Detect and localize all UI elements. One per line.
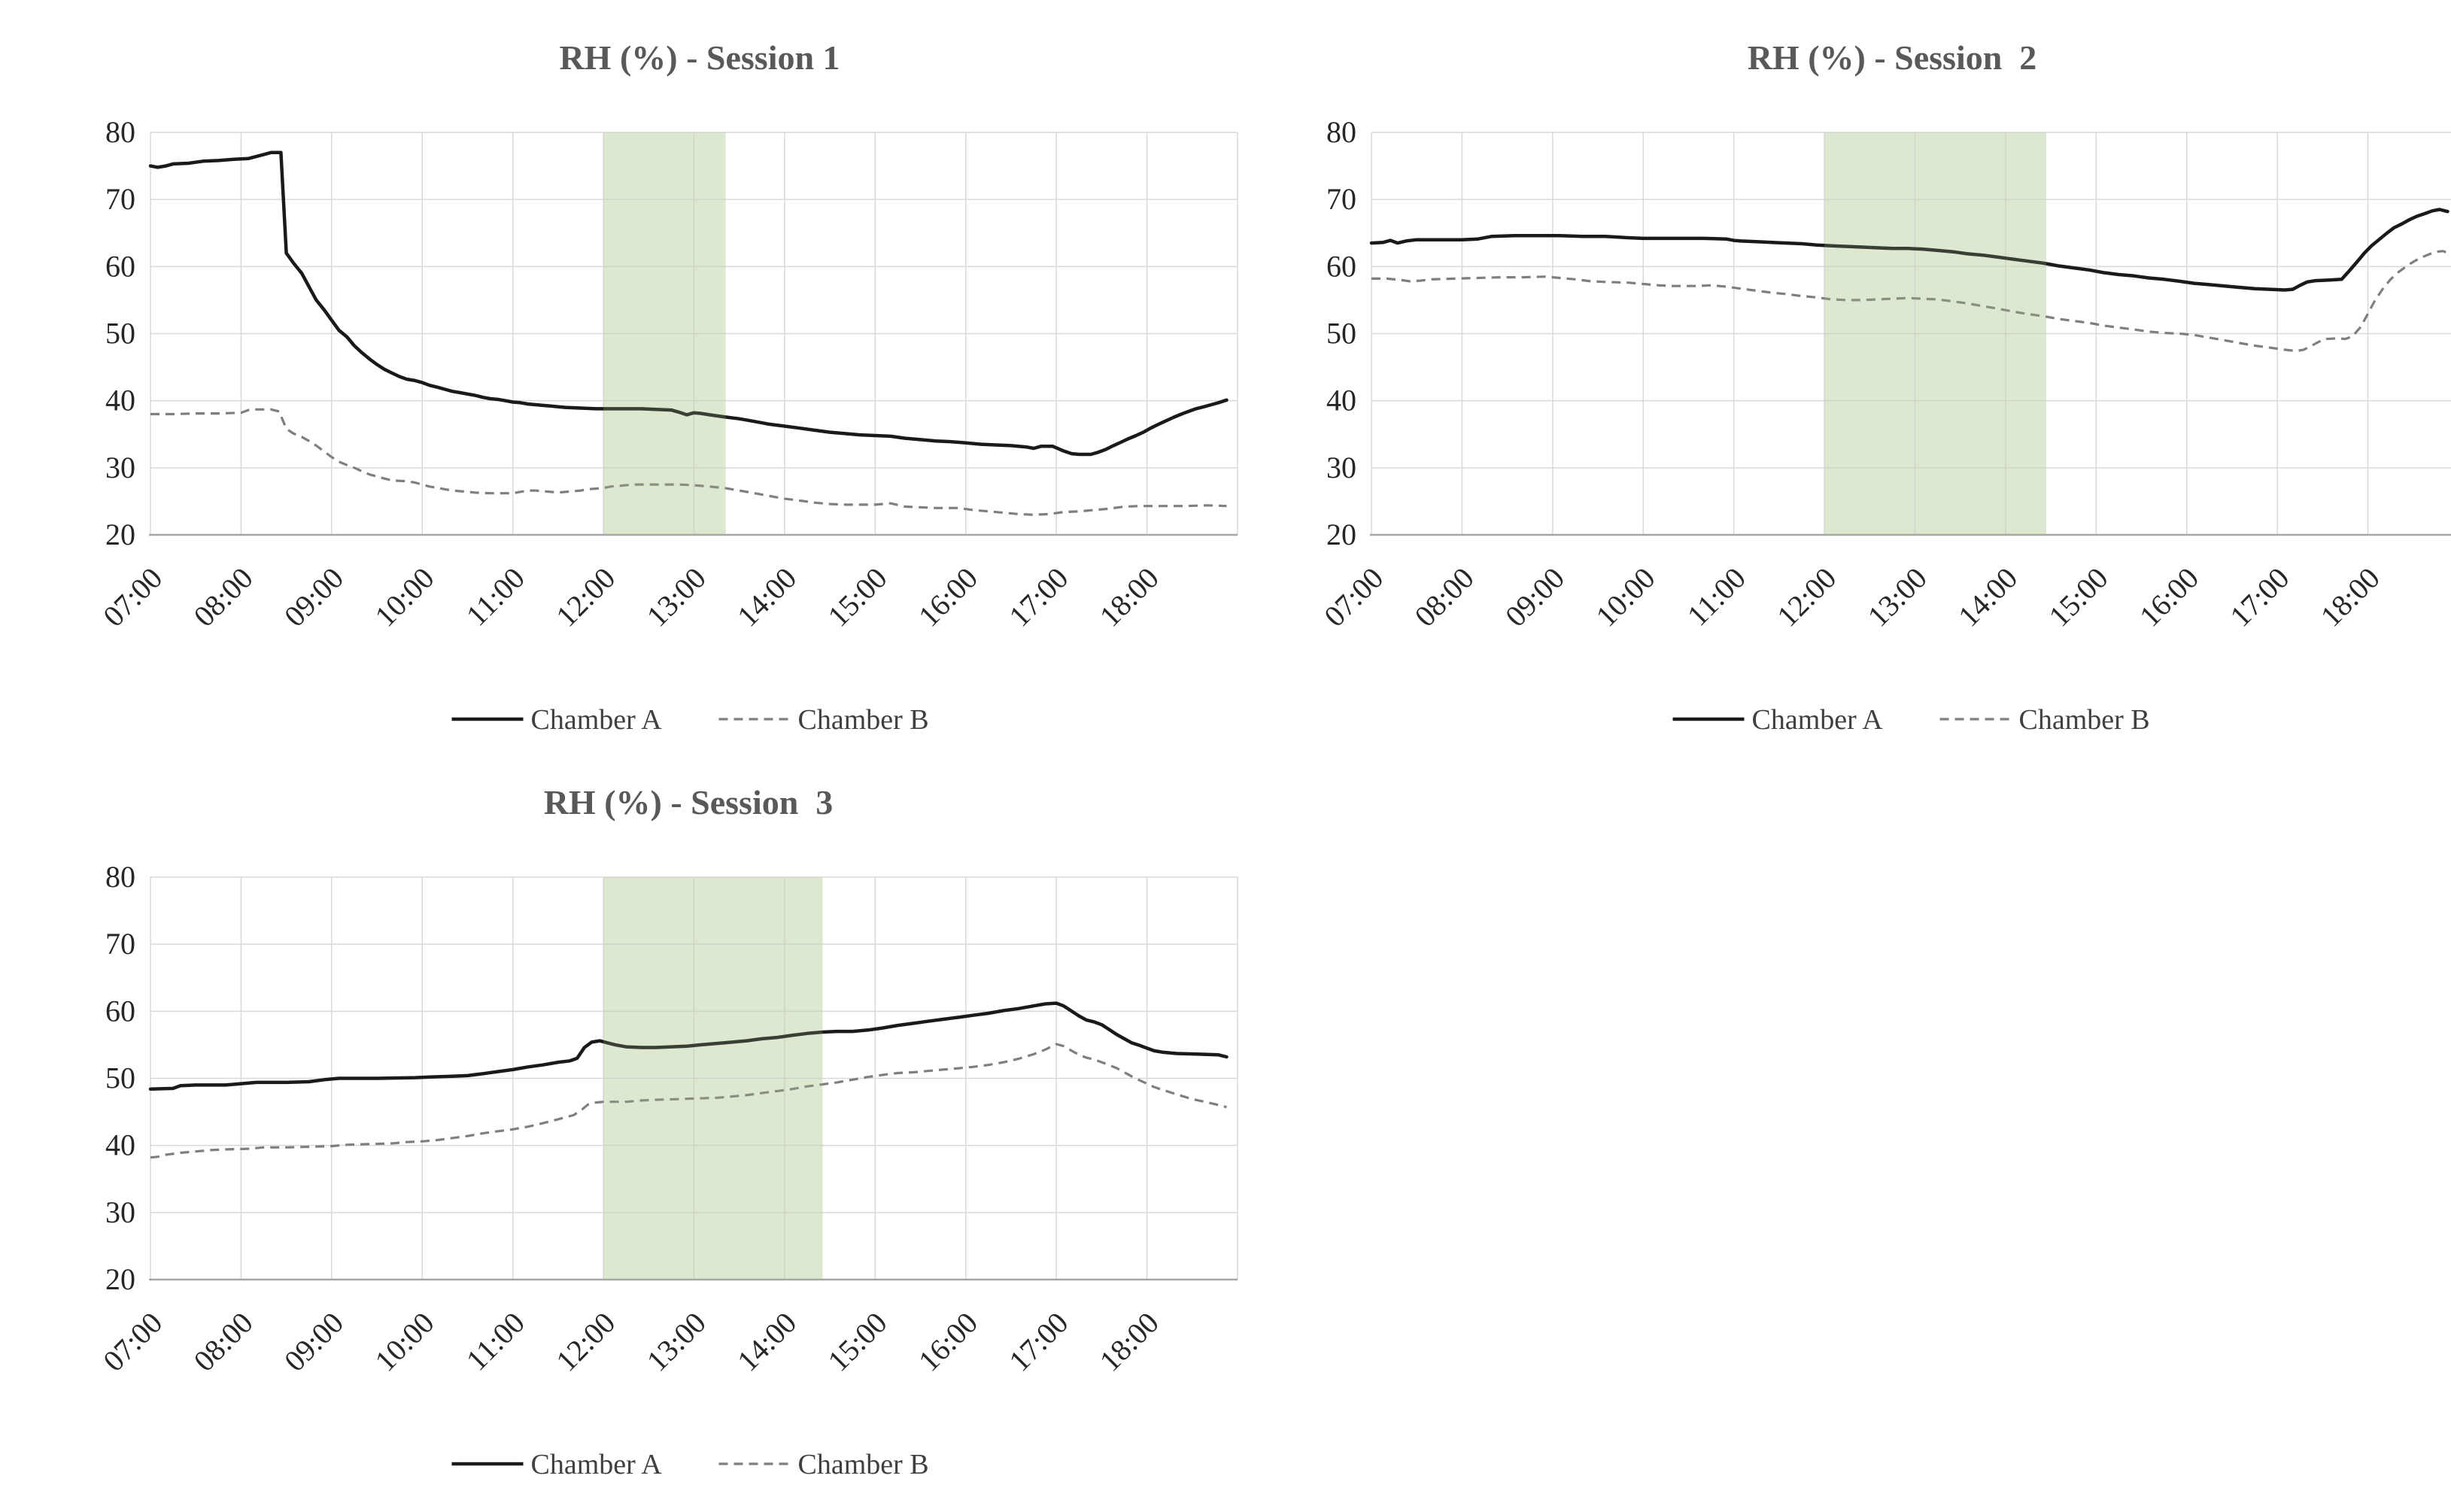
y-tick-label: 60 [105, 249, 135, 283]
series-chamber-a [148, 150, 1229, 457]
chart-title: RH (%) - Session 1 [559, 38, 840, 77]
chart-session-3-svg: RH (%) - Session 3 20 30 40 50 60 70 80 07:00 08:… [96, 783, 1238, 1480]
chart-session-1: RH (%) - Session 1 20 30 40 50 60 70 80 07:00 08:… [71, 20, 1260, 761]
x-tick-label: 13:00 [640, 1306, 712, 1378]
x-tick-label: 16:00 [912, 1306, 984, 1378]
x-tick-label: 13:00 [640, 561, 712, 633]
legend: Chamber A Chamber B [451, 704, 929, 736]
legend-label-chamber-a: Chamber A [531, 1449, 663, 1480]
series-chamber-a [148, 1001, 1229, 1091]
x-tick-label: 12:00 [1770, 561, 1842, 633]
series-chamber-b [150, 1043, 1227, 1159]
x-tick-label: 09:00 [278, 561, 350, 633]
y-tick-label: 70 [1326, 182, 1356, 216]
x-tick-label: 10:00 [368, 561, 440, 633]
y-tick-label: 20 [1326, 518, 1356, 551]
y-tick-label: 70 [105, 927, 135, 961]
y-tick-label: 50 [105, 317, 135, 351]
y-tick-label: 20 [105, 518, 135, 551]
legend-label-chamber-a: Chamber A [1752, 704, 1884, 736]
y-tick-label: 80 [105, 115, 135, 149]
legend: Chamber A Chamber B [451, 1449, 929, 1480]
x-tick-label: 07:00 [96, 561, 169, 633]
x-tick-label: 15:00 [821, 561, 893, 633]
x-tick-label: 09:00 [1499, 561, 1571, 633]
x-tick-label: 15:00 [2042, 561, 2114, 633]
y-tick-label: 40 [105, 384, 135, 417]
gridlines [150, 132, 1238, 536]
highlight-band-overlay [603, 132, 726, 535]
chart-session-2: RH (%) - Session 2 20 30 40 50 60 70 80 07:00 08:… [1292, 20, 2451, 761]
x-tick-label: 16:00 [2133, 561, 2205, 633]
x-tick-label: 17:00 [1002, 1306, 1074, 1378]
x-tick-label: 18:00 [1093, 1306, 1165, 1378]
highlight-band-overlay [1824, 132, 2047, 535]
x-tick-label: 13:00 [1861, 561, 1933, 633]
chart-title: RH (%) - Session 2 [1748, 38, 2037, 77]
legend-label-chamber-b: Chamber B [798, 1449, 929, 1480]
x-tick-label: 18:00 [2314, 561, 2386, 633]
y-tick-label: 50 [1326, 317, 1356, 351]
chart-session-2-svg: RH (%) - Session 2 20 30 40 50 60 70 80 07:00 08:… [1317, 38, 2451, 736]
legend-label-chamber-b: Chamber B [798, 704, 929, 736]
x-tick-label: 14:00 [1951, 561, 2024, 633]
x-tick-label: 17:00 [2223, 561, 2295, 633]
x-tick-label: 15:00 [821, 1306, 893, 1378]
x-tick-label: 07:00 [96, 1306, 169, 1378]
legend-label-chamber-a: Chamber A [531, 704, 663, 736]
x-tick-label: 08:00 [187, 561, 260, 633]
x-tick-label: 11:00 [460, 561, 531, 633]
x-tick-label: 07:00 [1317, 561, 1390, 633]
y-tick-label: 40 [105, 1128, 135, 1162]
x-tick-label: 08:00 [187, 1306, 260, 1378]
x-tick-label: 10:00 [1589, 561, 1661, 633]
x-tick-label: 14:00 [730, 561, 803, 633]
x-tick-label: 18:00 [1093, 561, 1165, 633]
x-tick-label: 14:00 [730, 1306, 803, 1378]
series-chamber-b [150, 408, 1227, 516]
x-tick-label: 11:00 [1681, 561, 1752, 633]
x-tick-label: 10:00 [368, 1306, 440, 1378]
series-chamber-a [1369, 208, 2449, 292]
chart-title: RH (%) - Session 3 [544, 783, 834, 821]
y-tick-label: 40 [1326, 384, 1356, 417]
x-tick-label: 12:00 [549, 1306, 621, 1378]
legend-label-chamber-b: Chamber B [2019, 704, 2150, 736]
highlight-band-overlay [603, 877, 823, 1280]
series-chamber-b [1371, 250, 2449, 353]
x-tick-label: 16:00 [912, 561, 984, 633]
y-tick-label: 30 [105, 1195, 135, 1229]
legend: Chamber A Chamber B [1672, 704, 2150, 736]
y-tick-label: 60 [1326, 249, 1356, 283]
y-tick-label: 30 [1326, 451, 1356, 484]
x-tick-label: 12:00 [549, 561, 621, 633]
y-tick-label: 50 [105, 1061, 135, 1095]
x-tick-label: 08:00 [1408, 561, 1481, 633]
chart-session-3: RH (%) - Session 3 20 30 40 50 60 70 80 07:00 08:… [71, 764, 1260, 1505]
y-tick-label: 30 [105, 451, 135, 484]
y-tick-label: 80 [105, 860, 135, 894]
y-tick-label: 60 [105, 994, 135, 1028]
y-tick-label: 20 [105, 1262, 135, 1296]
x-tick-label: 09:00 [278, 1306, 350, 1378]
chart-session-1-svg: RH (%) - Session 1 20 30 40 50 60 70 80 07:00 08:… [96, 38, 1238, 736]
x-tick-label: 17:00 [1002, 561, 1074, 633]
x-tick-label: 11:00 [460, 1306, 531, 1377]
y-tick-label: 70 [105, 182, 135, 216]
y-tick-label: 80 [1326, 115, 1356, 149]
